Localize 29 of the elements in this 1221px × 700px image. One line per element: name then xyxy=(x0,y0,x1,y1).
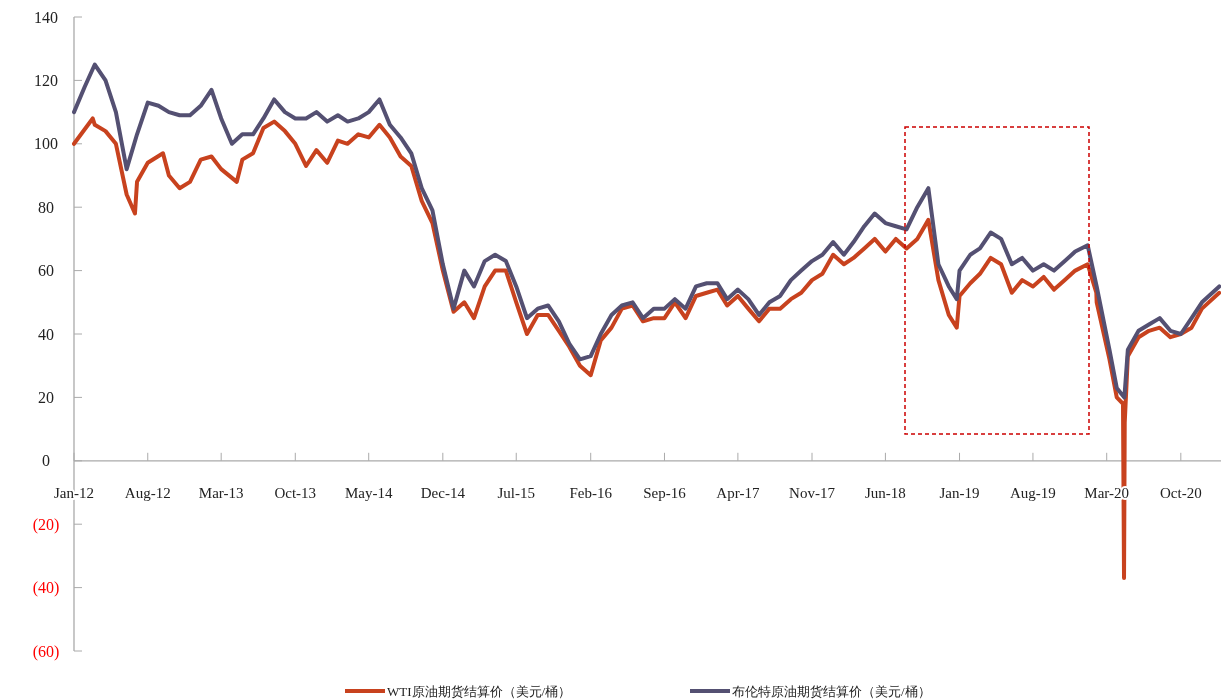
legend-label: WTI原油期货结算价（美元/桶） xyxy=(387,683,572,699)
legend-label: 布伦特原油期货结算价（美元/桶） xyxy=(732,683,931,699)
x-tick-label: Jan-12 xyxy=(54,484,94,501)
y-tick-label: (60) xyxy=(32,642,60,661)
y-tick-label: (40) xyxy=(32,579,60,598)
y-tick-label: 120 xyxy=(34,72,58,89)
y-tick-label: 40 xyxy=(38,325,54,343)
y-tick-label: (20) xyxy=(32,515,60,534)
y-tick-label: 20 xyxy=(38,389,54,406)
x-tick-label: Jan-19 xyxy=(939,484,980,501)
x-tick-label: Aug-12 xyxy=(124,484,171,501)
x-tick-label: Oct-20 xyxy=(1160,484,1202,501)
line-series xyxy=(72,62,1221,400)
x-tick-label: Nov-17 xyxy=(789,484,836,501)
y-tick-label: 100 xyxy=(34,135,58,153)
y-tick-label: 80 xyxy=(38,198,54,216)
x-tick-label: Dec-14 xyxy=(420,484,466,501)
x-tick-label: Oct-13 xyxy=(274,484,317,501)
x-tick-label: Apr-17 xyxy=(716,484,760,501)
x-tick-label: Jul-15 xyxy=(497,484,535,501)
y-tick-label: 140 xyxy=(34,8,58,26)
x-tick-label: Mar-13 xyxy=(198,484,244,501)
x-tick-label: Sep-16 xyxy=(643,484,687,501)
y-tick-label: 60 xyxy=(38,262,54,280)
x-tick-label: Aug-19 xyxy=(1010,484,1056,501)
x-tick-label: Feb-16 xyxy=(569,484,613,501)
y-tick-label: 0 xyxy=(42,452,50,470)
x-tick-label: Jun-18 xyxy=(865,484,906,501)
x-tick-label: May-14 xyxy=(344,484,393,501)
